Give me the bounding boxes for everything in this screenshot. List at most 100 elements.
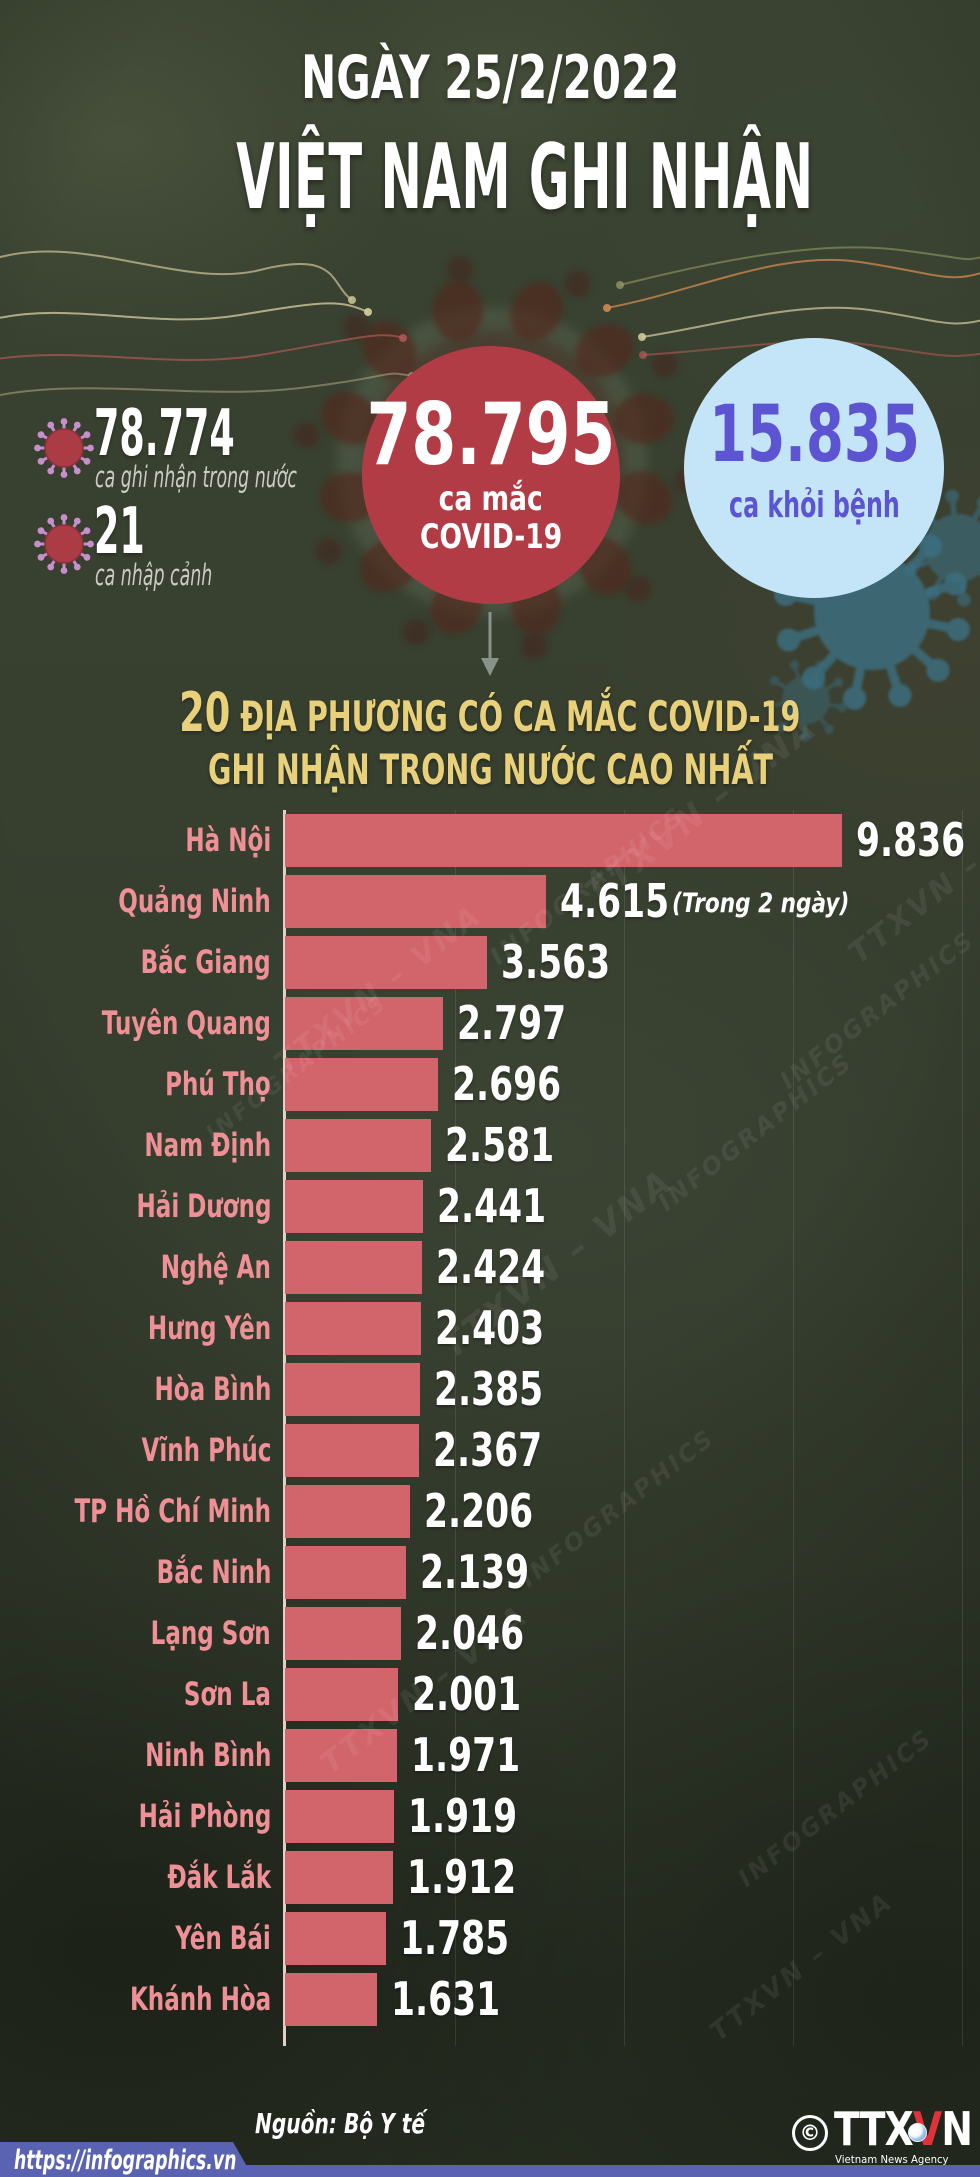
bar-value: 9.836: [856, 813, 966, 867]
wavy-lines-decoration: [0, 246, 980, 396]
bar-label: Hải Phòng: [138, 1797, 271, 1835]
bar: [285, 1790, 394, 1843]
bar-label: Quảng Ninh: [118, 882, 271, 920]
bar: [285, 1058, 438, 1111]
chart-row: Phú Thọ 2.696: [0, 1054, 980, 1115]
logo-subtext: Vietnam News Agency: [835, 2153, 949, 2166]
bar-value: 2.696: [452, 1057, 562, 1111]
gridline: [624, 810, 625, 2046]
bar-value: 1.919: [408, 1789, 518, 1843]
bar-value: 3.563: [501, 935, 611, 989]
bar-label: Lạng Sơn: [151, 1614, 271, 1652]
chart-row: Tuyên Quang 2.797: [0, 993, 980, 1054]
bar-value: 2.441: [437, 1179, 547, 1233]
bar-label: Hòa Bình: [154, 1370, 271, 1408]
virus-icon: [34, 514, 94, 574]
bar: [285, 1180, 423, 1233]
bar-value: 4.615: [560, 874, 670, 928]
total-cases-label-1: ca mắc: [438, 479, 544, 519]
bar-label: Nghệ An: [160, 1248, 271, 1286]
bar: [285, 1546, 406, 1599]
bar-value: 2.139: [420, 1545, 530, 1599]
total-cases-label-2: COVID-19: [419, 517, 563, 557]
bar-label: Yên Bái: [175, 1919, 271, 1957]
bar: [285, 1363, 420, 1416]
domestic-cases-label: ca ghi nhận trong nước: [95, 460, 297, 494]
chart-row: TP Hồ Chí Minh 2.206: [0, 1481, 980, 1542]
bar: [285, 1607, 401, 1660]
ttxvn-logo: © TTXVN Vietnam News Agency: [792, 2103, 973, 2166]
imported-cases-label: ca nhập cảnh: [95, 558, 213, 592]
chart-row: Hà Nội 9.836: [0, 810, 980, 871]
bar-label: Bắc Giang: [140, 943, 271, 981]
chart-row: Đắk Lắk 1.912: [0, 1847, 980, 1908]
source-note: Nguồn: Bộ Y tế: [255, 2107, 426, 2140]
bar-label: Hà Nội: [185, 821, 271, 859]
bar-value: 2.046: [415, 1606, 525, 1660]
bar: [285, 875, 546, 928]
chart-row: Sơn La 2.001: [0, 1664, 980, 1725]
total-cases-badge: 78.795 ca mắc COVID-19: [362, 346, 620, 604]
bar-value: 2.367: [433, 1423, 543, 1477]
bar-label: Phú Thọ: [165, 1065, 271, 1103]
page-title: VIỆT NAM GHI NHẬN: [236, 125, 814, 230]
bar-value: 2.001: [412, 1667, 522, 1721]
recovered-badge: 15.835 ca khỏi bệnh: [684, 338, 944, 598]
chart-row: Nghệ An 2.424: [0, 1237, 980, 1298]
bar: [285, 1668, 398, 1721]
chart-row: Hưng Yên 2.403: [0, 1298, 980, 1359]
bar-label: Đắk Lắk: [167, 1858, 271, 1896]
chart-row: Hải Dương 2.441: [0, 1176, 980, 1237]
logo-letters: TTXVN: [834, 2102, 973, 2156]
bar-value: 2.385: [434, 1362, 544, 1416]
virus-icon: [34, 418, 94, 478]
bar-label: Hải Dương: [136, 1187, 271, 1225]
chart-row: Khánh Hòa 1.631: [0, 1969, 980, 2030]
bar-label: Nam Định: [144, 1126, 271, 1164]
recovered-value: 15.835: [708, 390, 920, 480]
bar-label: Ninh Bình: [144, 1736, 271, 1774]
bar-value: 1.971: [411, 1728, 521, 1782]
bar-annotation: (Trong 2 ngày): [672, 888, 850, 919]
bar: [285, 936, 487, 989]
bar: [285, 1424, 419, 1477]
bar: [285, 1729, 397, 1782]
imported-cases-value: 21: [94, 495, 145, 569]
bar: [285, 1241, 422, 1294]
chart-row: Quảng Ninh 4.615 (Trong 2 ngày): [0, 871, 980, 932]
bar-label: Bắc Ninh: [156, 1553, 271, 1591]
bar: [285, 1851, 393, 1904]
chart-row: Ninh Bình 1.971: [0, 1725, 980, 1786]
chart-axis: [283, 810, 286, 2046]
bar-label: TP Hồ Chí Minh: [74, 1492, 271, 1530]
bar-value: 2.424: [436, 1240, 546, 1294]
bar-label: Khánh Hòa: [129, 1980, 271, 2018]
down-arrow-icon: [481, 612, 499, 676]
bar: [285, 814, 842, 867]
chart-row: Hòa Bình 2.385: [0, 1359, 980, 1420]
website-url: https://infographics.vn: [14, 2145, 237, 2176]
bar: [285, 1973, 377, 2026]
bar-chart: Hà Nội 9.836 Quảng Ninh 4.615 (Trong 2 ngày)…: [0, 810, 980, 2050]
footer-url-ribbon: https://infographics.vn: [0, 2142, 253, 2177]
bar-value: 2.403: [435, 1301, 545, 1355]
chart-title-line1: 20 ĐỊA PHƯƠNG CÓ CA MẮC COVID-19: [179, 681, 801, 744]
bar-label: Sơn La: [183, 1675, 271, 1713]
recovered-label: ca khỏi bệnh: [728, 485, 900, 526]
bar-value: 2.797: [457, 996, 567, 1050]
bar-value: 1.912: [407, 1850, 517, 1904]
chart-row: Yên Bái 1.785: [0, 1908, 980, 1969]
chart-row: Lạng Sơn 2.046: [0, 1603, 980, 1664]
chart-row: Bắc Ninh 2.139: [0, 1542, 980, 1603]
gridline: [962, 810, 963, 2046]
bar: [285, 1119, 431, 1172]
chart-row: Nam Định 2.581: [0, 1115, 980, 1176]
bar: [285, 1302, 421, 1355]
chart-row: Bắc Giang 3.563: [0, 932, 980, 993]
date-heading: NGÀY 25/2/2022: [300, 43, 680, 113]
bar: [285, 1912, 386, 1965]
bar-label: Vĩnh Phúc: [141, 1431, 271, 1469]
bar-value: 2.206: [424, 1484, 534, 1538]
bar-label: Tuyên Quang: [101, 1004, 271, 1042]
